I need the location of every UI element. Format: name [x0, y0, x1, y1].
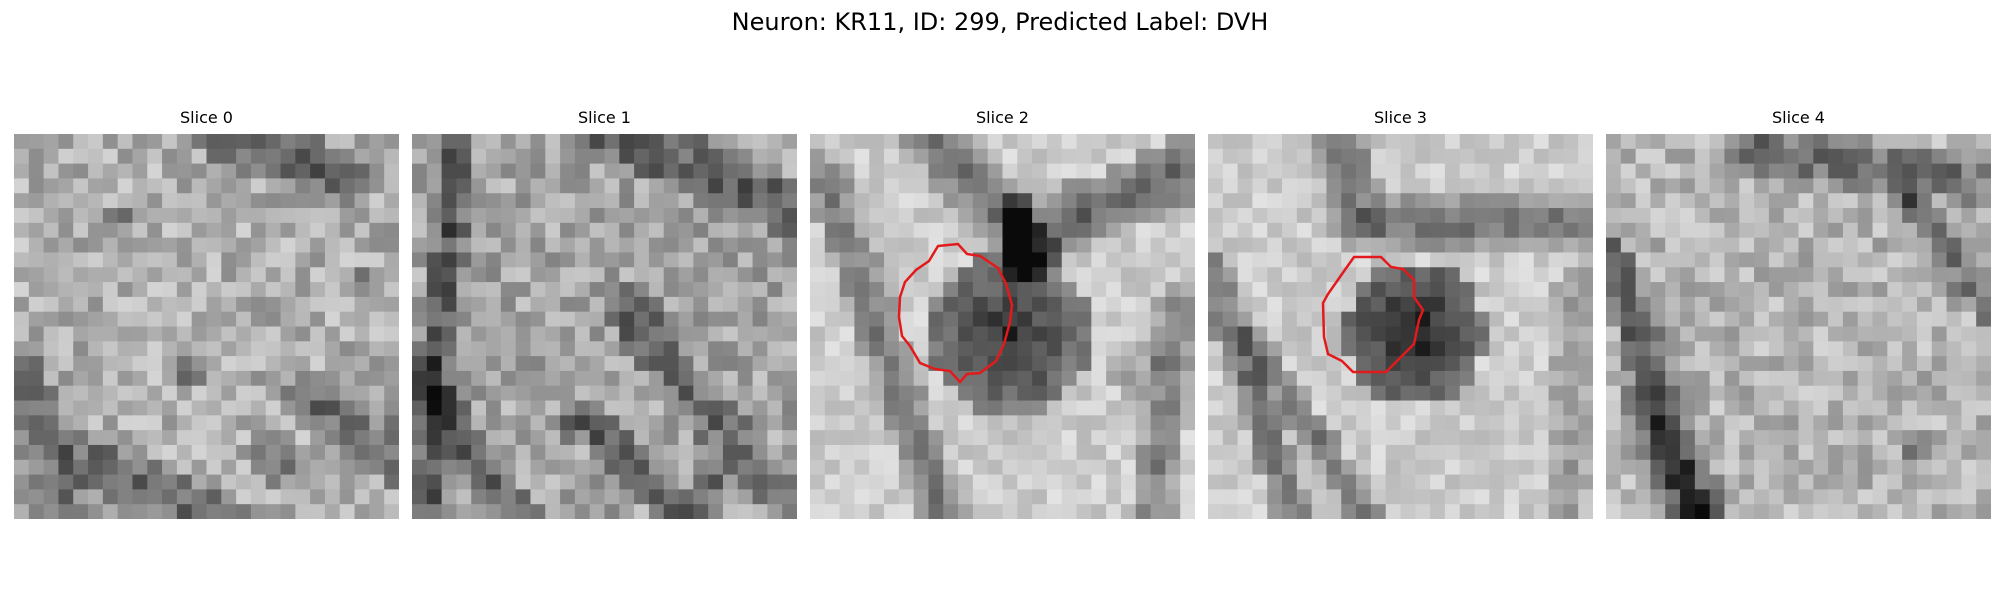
- slice-panel-4: Slice 4: [1606, 108, 1991, 519]
- neuron-contour: [897, 242, 1014, 384]
- slice-image-3: [1208, 134, 1593, 519]
- slice-panel-2: Slice 2: [810, 108, 1195, 519]
- slice-image-0: [14, 134, 399, 519]
- slice-panel-1: Slice 1: [412, 108, 797, 519]
- slice-title-1: Slice 1: [578, 108, 631, 127]
- figure-title: Neuron: KR11, ID: 299, Predicted Label: …: [731, 8, 1269, 36]
- neuron-contour: [1321, 255, 1425, 374]
- slice-title-2: Slice 2: [976, 108, 1029, 127]
- slice-title-4: Slice 4: [1772, 108, 1825, 127]
- slice-image-4: [1606, 134, 1991, 519]
- slice-panel-0: Slice 0: [14, 108, 399, 519]
- slice-title-3: Slice 3: [1374, 108, 1427, 127]
- slice-title-0: Slice 0: [180, 108, 233, 127]
- slice-image-2: [810, 134, 1195, 519]
- slice-image-1: [412, 134, 797, 519]
- slice-panel-3: Slice 3: [1208, 108, 1593, 519]
